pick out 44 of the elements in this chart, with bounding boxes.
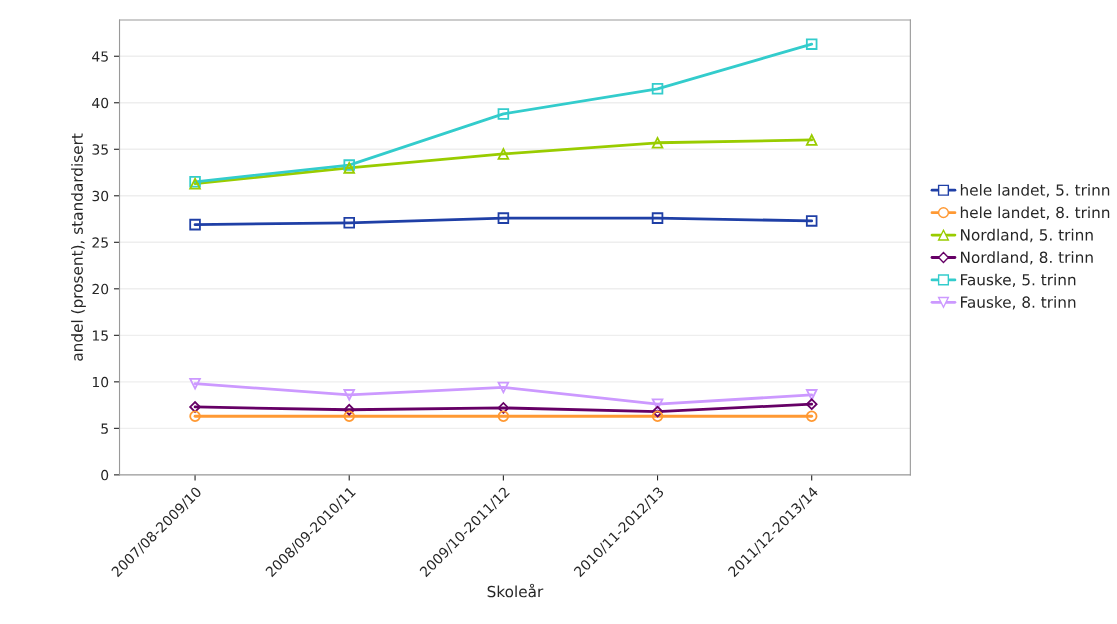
- point: [343, 403, 356, 416]
- point: [805, 38, 818, 50]
- y-tick-label: 5: [101, 423, 108, 434]
- legend-label: Fauske, 5. trinn: [961, 273, 1076, 288]
- y-tick-label: 30: [92, 190, 109, 202]
- point: [805, 410, 818, 423]
- point: [651, 136, 664, 149]
- point: [805, 398, 818, 410]
- point: [805, 389, 818, 401]
- point: [651, 405, 664, 418]
- point: [497, 402, 510, 414]
- legend-label: Nordland, 8. trinn: [961, 251, 1093, 265]
- legend-label: Nordland, 5. trinn: [961, 228, 1093, 243]
- point: [189, 377, 201, 390]
- x-axis-title: Skoleår: [487, 583, 544, 598]
- point: [497, 108, 510, 120]
- legend-label: Fauske, 8. trinn: [961, 296, 1076, 310]
- point: [189, 401, 201, 413]
- y-axis-title: andel (prosent), standardisert: [71, 133, 86, 361]
- point: [343, 216, 355, 229]
- y-tick-label: 15: [92, 330, 108, 341]
- y-tick-label: 20: [92, 283, 109, 295]
- point: [343, 410, 355, 423]
- point: [497, 410, 510, 423]
- point: [651, 212, 664, 224]
- legend-label: hele landet, 5. trinn: [960, 183, 1110, 198]
- y-tick-label: 40: [92, 97, 109, 109]
- y-tick-label: 35: [92, 144, 108, 155]
- point: [805, 215, 818, 227]
- y-tick-label: 25: [92, 237, 108, 248]
- y-tick-label: 0: [101, 469, 109, 481]
- y-tick-label: 10: [92, 376, 109, 388]
- point: [651, 83, 664, 95]
- point: [497, 148, 510, 160]
- legend-label: hele landet, 8. trinn: [960, 206, 1110, 220]
- point: [651, 398, 664, 410]
- point: [651, 410, 664, 423]
- y-tick-label: 45: [92, 51, 108, 62]
- point: [343, 389, 355, 401]
- point: [189, 410, 201, 423]
- point: [189, 218, 201, 231]
- point: [497, 212, 510, 224]
- point: [805, 134, 818, 146]
- point: [497, 381, 510, 394]
